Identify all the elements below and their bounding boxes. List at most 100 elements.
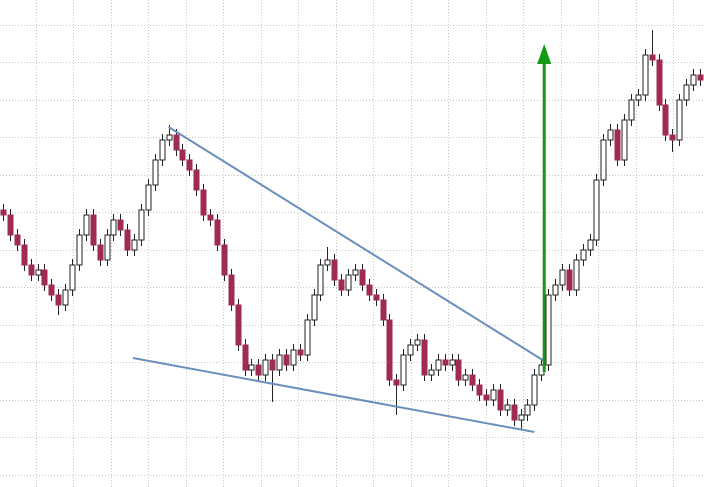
candle-body xyxy=(435,359,442,371)
candle-body xyxy=(345,274,352,291)
candle-body xyxy=(145,184,152,211)
candle-body xyxy=(455,359,462,381)
candle-body xyxy=(179,149,186,161)
candle-body xyxy=(628,99,635,121)
candle-body xyxy=(290,349,297,366)
candle-body xyxy=(62,289,69,306)
candle-body xyxy=(352,269,359,276)
candle-body xyxy=(235,304,242,346)
breakout-arrow-head xyxy=(537,44,552,64)
candle-body xyxy=(228,274,235,306)
candle-body xyxy=(669,134,676,141)
candle-body xyxy=(449,359,456,366)
candle-body xyxy=(21,244,28,266)
candle-body xyxy=(207,214,214,221)
candle-body xyxy=(90,214,97,246)
candle-body xyxy=(117,219,124,231)
candle-body xyxy=(138,209,145,241)
candle-body xyxy=(690,74,697,86)
candle-body xyxy=(421,339,428,376)
candle-body xyxy=(248,364,255,371)
candle-body xyxy=(393,379,400,386)
candle-body xyxy=(338,279,345,291)
candle-body xyxy=(7,214,14,236)
candle-body xyxy=(490,389,497,401)
candle-body xyxy=(304,319,311,356)
candle-body xyxy=(110,219,117,236)
candle-body xyxy=(152,159,159,186)
candle-body xyxy=(311,294,318,321)
candle-body xyxy=(635,94,642,101)
candle-body xyxy=(442,359,449,366)
candle-body xyxy=(317,264,324,296)
candle-body xyxy=(607,129,614,141)
candle-body xyxy=(414,339,421,346)
candle-body xyxy=(483,394,490,401)
candle-body xyxy=(400,354,407,386)
candle-body xyxy=(186,159,193,171)
candle-body xyxy=(469,374,476,386)
candle-body xyxy=(166,134,173,141)
candle-body xyxy=(297,349,304,356)
candle-body xyxy=(55,294,62,306)
candle-body xyxy=(642,54,649,96)
candle-body xyxy=(97,244,104,261)
candle-body xyxy=(269,359,276,371)
candle-body xyxy=(518,414,525,421)
candle-body xyxy=(159,139,166,161)
candle-body xyxy=(124,229,131,251)
candle-body xyxy=(524,404,531,416)
candle-body xyxy=(173,134,180,151)
candle-body xyxy=(531,374,538,406)
candle-body xyxy=(566,269,573,291)
candle-body xyxy=(593,179,600,241)
candle-body xyxy=(573,259,580,291)
candle-body xyxy=(331,259,338,281)
candle-body xyxy=(683,84,690,101)
candle-body xyxy=(41,269,48,286)
candle-body xyxy=(28,264,35,276)
candle-body xyxy=(200,189,207,216)
candle-body xyxy=(587,239,594,251)
candle-body xyxy=(283,354,290,366)
candle-body xyxy=(242,344,249,371)
candle-body xyxy=(614,129,621,161)
candle-body xyxy=(104,234,111,261)
candle-body xyxy=(545,294,552,366)
candle-body xyxy=(462,374,469,381)
candle-body xyxy=(193,169,200,191)
candle-body xyxy=(359,269,366,286)
candle-body xyxy=(428,369,435,376)
candle-body xyxy=(386,319,393,381)
candle-body xyxy=(580,249,587,261)
candle-body xyxy=(69,264,76,291)
lower-trend-line xyxy=(132,357,535,433)
candle-body xyxy=(697,74,704,81)
candles xyxy=(0,30,704,429)
candle-body xyxy=(476,384,483,396)
candle-body xyxy=(373,294,380,301)
candle-body xyxy=(407,344,414,356)
candle-body xyxy=(511,404,518,421)
candle-body xyxy=(221,244,228,276)
candle-body xyxy=(504,404,511,411)
candle-body xyxy=(214,219,221,246)
candle-body xyxy=(76,234,83,266)
candle-body xyxy=(366,284,373,296)
annotations xyxy=(132,44,552,433)
candle-body xyxy=(131,239,138,251)
candle-body xyxy=(380,299,387,321)
candle-body xyxy=(649,54,656,61)
upper-trend-line xyxy=(168,126,545,362)
candle-body xyxy=(600,139,607,181)
candle-body xyxy=(324,259,331,266)
candle-body xyxy=(262,359,269,376)
candle-body xyxy=(276,354,283,371)
candle-body xyxy=(621,119,628,161)
candle-body xyxy=(676,99,683,141)
candle-body xyxy=(255,364,262,376)
candle-body xyxy=(35,269,42,276)
